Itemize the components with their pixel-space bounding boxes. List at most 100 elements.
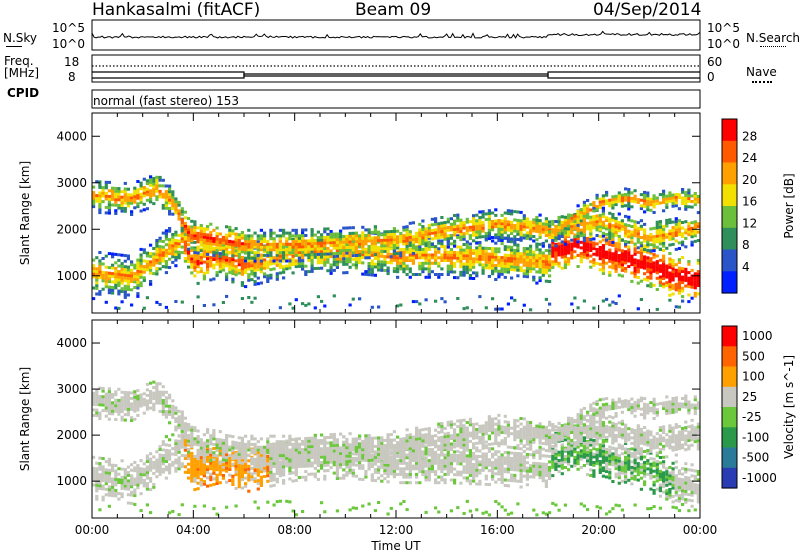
cell — [668, 282, 672, 286]
cell — [168, 187, 172, 191]
cell — [630, 205, 634, 209]
cell — [579, 252, 583, 255]
cell — [269, 228, 273, 232]
cell — [370, 305, 374, 309]
cell — [155, 255, 159, 259]
cell — [373, 241, 377, 245]
cell — [149, 266, 153, 269]
cell — [320, 244, 324, 248]
cell — [573, 233, 577, 237]
cell — [595, 220, 599, 224]
cell — [136, 269, 140, 273]
cell — [681, 188, 685, 191]
cell — [256, 251, 260, 255]
velocity-heatmap — [92, 380, 700, 517]
cell — [107, 463, 111, 467]
cell — [168, 249, 172, 253]
cell — [472, 260, 476, 264]
cell — [183, 230, 187, 234]
cell — [240, 458, 244, 462]
cell — [278, 228, 282, 232]
cell — [503, 256, 507, 260]
cell — [177, 442, 181, 446]
cell — [516, 268, 520, 272]
cell — [294, 451, 298, 455]
cell — [548, 254, 552, 258]
cell — [617, 194, 621, 198]
cell — [525, 247, 529, 251]
cell — [130, 303, 134, 307]
cell — [92, 202, 96, 206]
cell — [472, 225, 476, 229]
cell — [275, 261, 279, 265]
cell — [582, 200, 586, 204]
cell — [624, 228, 628, 232]
cell — [491, 261, 495, 265]
cell — [611, 300, 615, 304]
cell — [288, 231, 292, 235]
cell — [149, 460, 153, 464]
cell — [506, 228, 510, 232]
cell — [380, 263, 384, 267]
cell — [652, 202, 656, 206]
cell — [681, 295, 685, 299]
cell — [294, 445, 298, 449]
cell — [402, 261, 406, 265]
cell — [472, 271, 476, 275]
cell — [107, 208, 111, 212]
cell — [598, 203, 602, 207]
cell — [576, 223, 580, 227]
cell — [275, 472, 279, 476]
cell — [196, 454, 200, 458]
cell — [95, 275, 99, 279]
cell — [624, 231, 628, 235]
cell — [614, 225, 618, 229]
cell — [136, 180, 140, 183]
cell — [196, 457, 200, 461]
cell — [468, 260, 472, 264]
cell — [291, 228, 295, 232]
cell — [364, 236, 368, 240]
cell — [339, 260, 343, 264]
cell — [459, 254, 463, 257]
cell — [430, 231, 434, 235]
cell — [180, 251, 184, 255]
cell — [544, 260, 548, 264]
cell — [329, 269, 333, 273]
cell — [301, 267, 305, 271]
cell — [126, 257, 130, 261]
cell — [199, 441, 203, 444]
cell — [643, 196, 647, 200]
cell — [193, 477, 197, 480]
cell — [114, 475, 118, 479]
cell — [231, 232, 235, 236]
cell — [98, 467, 102, 471]
cell — [228, 268, 232, 272]
cell — [494, 252, 498, 256]
cell — [190, 431, 194, 435]
cell — [633, 269, 637, 273]
cell — [294, 253, 298, 257]
cell — [408, 267, 412, 271]
cell — [152, 402, 156, 406]
cell — [544, 231, 548, 235]
cell — [370, 273, 374, 277]
cell — [244, 445, 248, 449]
cell — [104, 180, 108, 184]
cell — [272, 261, 276, 265]
cell — [149, 271, 153, 275]
cell — [326, 238, 330, 242]
cell — [313, 461, 317, 465]
cell — [244, 465, 248, 469]
cell — [538, 262, 542, 266]
cell — [228, 239, 232, 243]
cell — [142, 191, 146, 195]
cell — [161, 256, 165, 260]
cell — [636, 226, 640, 230]
cell — [649, 251, 653, 255]
cell — [696, 195, 700, 198]
cell — [582, 252, 586, 256]
cell — [598, 227, 602, 231]
cell — [462, 273, 466, 277]
cell — [646, 205, 650, 209]
